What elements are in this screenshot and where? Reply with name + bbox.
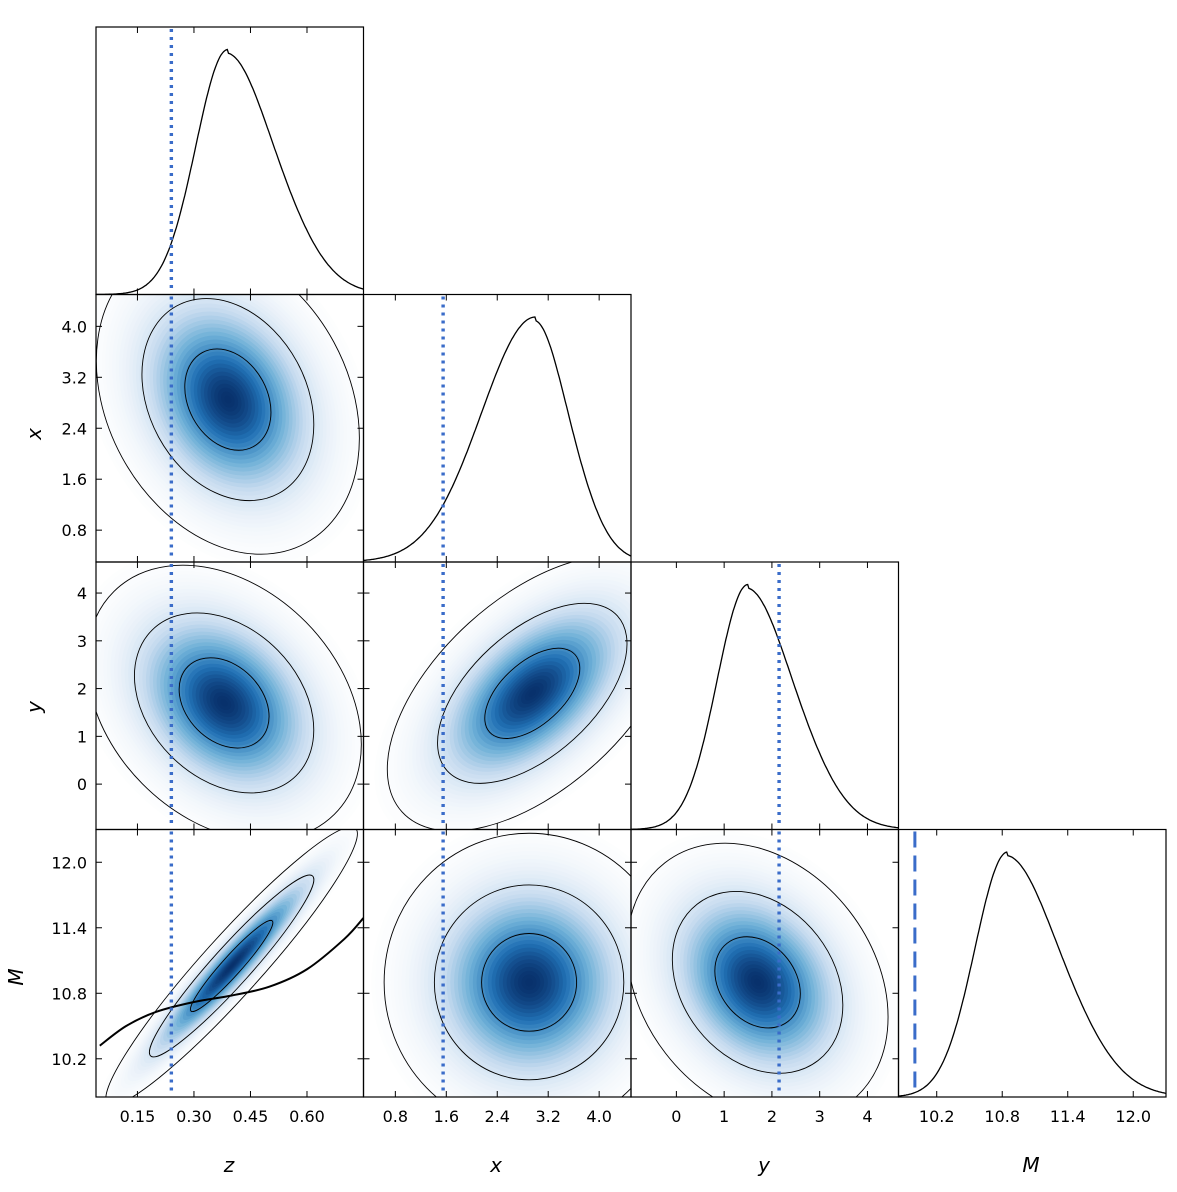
frame-layer <box>95 26 1167 1098</box>
x-axis-label-y: y <box>757 1153 771 1177</box>
contour-x-y-2 <box>386 562 631 830</box>
contour-z-M-2 <box>105 829 358 1097</box>
x-tick-label-y: 2 <box>767 1107 777 1126</box>
contour-x-y-0 <box>484 647 581 739</box>
x-tick-label-M: 10.2 <box>919 1107 955 1126</box>
contour-x-M-0 <box>481 933 578 1032</box>
x-axis-label-m: M <box>1022 1153 1039 1177</box>
joint-density-z-M <box>96 829 364 1097</box>
y-axis-label-m: M <box>4 968 28 985</box>
y-tick-label-M: 12.0 <box>51 853 87 872</box>
density-band <box>228 962 235 970</box>
contour-z-y-1 <box>133 612 315 794</box>
marginal-x <box>363 316 632 562</box>
x-tick-label-y: 4 <box>862 1107 872 1126</box>
x-tick-label-y: 1 <box>719 1107 729 1126</box>
x-tick-label-M: 10.8 <box>984 1107 1020 1126</box>
contour-x-M-2 <box>383 832 631 1097</box>
line-layer <box>96 29 1167 1097</box>
density-band <box>224 395 232 404</box>
y-axis-label-y: y <box>22 700 46 714</box>
relation-curve <box>99 917 364 1047</box>
density-band <box>754 978 761 986</box>
density-band <box>528 689 537 697</box>
y-tick-label-y: 4 <box>77 584 87 603</box>
y-tick-label-M: 10.2 <box>51 1050 87 1069</box>
contour-z-M-1 <box>149 874 315 1058</box>
contour-z-y-0 <box>178 657 270 749</box>
density-layer <box>96 294 899 1097</box>
panel-frame <box>630 561 900 831</box>
y-tick-label-x: 1.6 <box>62 470 87 489</box>
x-tick-label-z: 0.15 <box>120 1107 156 1126</box>
x-tick-label-x: 2.4 <box>485 1107 510 1126</box>
contour-y-M-1 <box>671 890 844 1074</box>
contour-x-y-1 <box>437 602 628 784</box>
contour-x-M-1 <box>433 884 625 1081</box>
contour-z-y-2 <box>96 564 362 830</box>
panel-frame <box>95 26 365 296</box>
joint-density-x-M <box>371 829 631 1097</box>
x-tick-label-y: 0 <box>671 1107 681 1126</box>
x-tick-label-z: 0.30 <box>176 1107 212 1126</box>
x-tick-label-x: 4.0 <box>586 1107 611 1126</box>
x-tick-label-z: 0.60 <box>289 1107 325 1126</box>
x-tick-label-x: 3.2 <box>535 1107 560 1126</box>
x-tick-label-z: 0.45 <box>233 1107 269 1126</box>
y-tick-label-y: 2 <box>77 680 87 699</box>
y-tick-label-x: 0.8 <box>62 521 87 540</box>
marginal-y <box>631 583 899 830</box>
x-axis-label-z: z <box>223 1153 235 1177</box>
y-axis-label-x: x <box>22 428 46 441</box>
density-band <box>525 978 533 987</box>
x-tick-label-x: 1.6 <box>434 1107 459 1126</box>
x-tick-label-y: 3 <box>815 1107 825 1126</box>
x-tick-label-M: 11.4 <box>1050 1107 1086 1126</box>
joint-density-y-M <box>631 831 899 1097</box>
x-axis-label-x: x <box>489 1153 502 1177</box>
x-tick-label-M: 12.0 <box>1115 1107 1151 1126</box>
x-tick-label-x: 0.8 <box>383 1107 408 1126</box>
marginal-z <box>96 48 364 296</box>
y-tick-label-y: 0 <box>77 775 87 794</box>
y-tick-label-x: 2.4 <box>62 419 87 438</box>
joint-density-x-y <box>374 562 631 830</box>
y-tick-label-x: 3.2 <box>62 368 87 387</box>
y-tick-label-x: 4.0 <box>62 317 87 336</box>
joint-density-z-x <box>96 294 364 562</box>
contour-z-x-2 <box>96 294 360 555</box>
y-tick-label-M: 10.8 <box>51 984 87 1003</box>
y-tick-label-M: 11.4 <box>51 919 87 938</box>
panel-frame <box>897 828 1167 1098</box>
contour-y-M-2 <box>631 842 889 1097</box>
density-band <box>220 699 228 707</box>
y-tick-label-y: 3 <box>77 632 87 651</box>
y-tick-label-y: 1 <box>77 727 87 746</box>
contour-z-x-0 <box>184 348 272 451</box>
contour-z-x-1 <box>141 298 315 502</box>
marginal-M <box>898 851 1167 1097</box>
contour-y-M-0 <box>714 936 801 1029</box>
label-layer: z x y M x y M 0.15 0.30 0.45 0.60 0.8 1.6 2.4 3… <box>4 317 1151 1177</box>
contour-z-M-0 <box>189 919 274 1013</box>
panel-frame <box>362 293 632 563</box>
